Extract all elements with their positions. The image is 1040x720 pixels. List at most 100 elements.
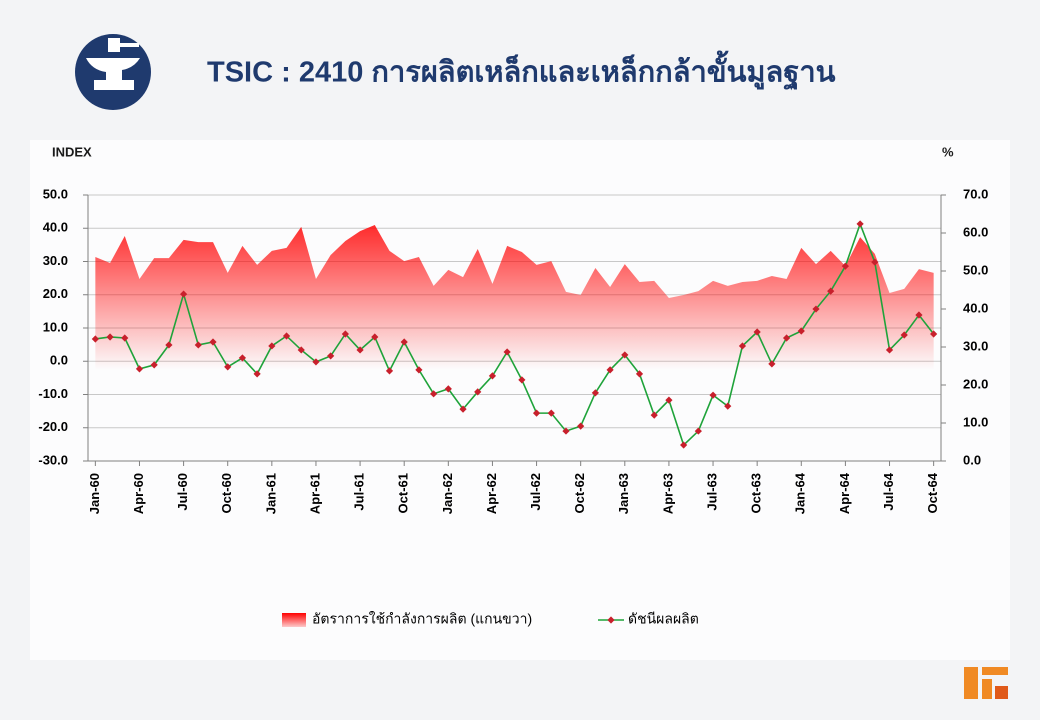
point [591, 389, 599, 397]
x-tick-label: Apr-63 [660, 473, 675, 514]
point [297, 346, 305, 354]
y-tick-label: 40.0 [43, 220, 68, 235]
point [900, 331, 908, 339]
y-tick-label: -10.0 [38, 386, 68, 401]
x-tick-label: Oct-62 [572, 473, 587, 513]
y2-tick-label: 10.0 [963, 414, 988, 429]
point [812, 305, 820, 313]
point [459, 405, 467, 413]
y2-tick-label: 0.0 [963, 452, 981, 467]
y-tick-label: 30.0 [43, 253, 68, 268]
point [768, 360, 776, 368]
point [150, 361, 158, 369]
point [680, 441, 688, 449]
y-tick-label: 10.0 [43, 319, 68, 334]
point [694, 427, 702, 435]
point [650, 411, 658, 419]
point [797, 327, 805, 335]
y2-tick-label: 60.0 [963, 224, 988, 239]
x-tick-label: Apr-60 [131, 473, 146, 514]
point [135, 365, 144, 373]
point [665, 396, 673, 404]
point [827, 287, 835, 295]
point [577, 422, 585, 430]
point [312, 358, 320, 366]
x-tick-label: Jan-64 [793, 472, 808, 514]
x-tick-label: Jul-64 [881, 472, 896, 510]
point [415, 366, 423, 374]
point [503, 348, 511, 356]
legend-swatch [282, 613, 306, 627]
point [856, 220, 864, 228]
x-tick-label: Apr-64 [837, 472, 852, 514]
point [724, 402, 732, 410]
point [871, 258, 879, 266]
footer-logo [964, 667, 1008, 699]
chart-title: TSIC : 2410 การผลิตเหล็กและเหล็กกล้าขั้น… [207, 50, 836, 91]
point [165, 341, 173, 349]
x-tick-label: Jan-60 [87, 473, 102, 514]
x-tick-label: Jul-62 [528, 473, 543, 511]
point [885, 346, 894, 354]
y-axis-title: INDEX [52, 144, 92, 159]
point [621, 351, 629, 359]
logo [75, 34, 151, 110]
point [474, 388, 482, 396]
legend-label: ดัชนีผลผลิต [628, 611, 699, 627]
y-tick-label: -20.0 [38, 419, 68, 434]
legend-label: อัตราการใช้กำลังการผลิต (แกนขวา) [312, 611, 532, 627]
point [606, 366, 614, 374]
x-tick-label: Jan-62 [440, 473, 455, 514]
point [532, 409, 541, 417]
point [179, 290, 188, 298]
point [915, 311, 923, 319]
point [356, 346, 364, 354]
x-tick-label: Oct-64 [925, 472, 940, 513]
point [91, 335, 99, 343]
point [753, 328, 761, 336]
point [518, 376, 526, 384]
point [268, 342, 276, 350]
point [194, 341, 202, 349]
y2-axis-title: % [942, 144, 954, 159]
point [488, 372, 497, 380]
area [95, 225, 934, 461]
x-tick-label: Oct-63 [749, 473, 764, 513]
point [341, 330, 349, 338]
point [709, 391, 717, 399]
point [327, 352, 335, 360]
point [238, 354, 247, 362]
point [444, 385, 452, 393]
point [371, 333, 379, 341]
point [841, 262, 850, 270]
y-tick-label: 0.0 [50, 353, 68, 368]
point [253, 370, 261, 378]
x-tick-label: Oct-60 [219, 473, 234, 513]
point [282, 332, 291, 340]
point [547, 409, 555, 417]
point [385, 367, 394, 375]
point [121, 334, 129, 342]
point [224, 363, 232, 371]
y2-tick-label: 30.0 [963, 338, 988, 353]
point [738, 342, 747, 350]
line [95, 221, 935, 447]
x-tick-label: Jul-60 [175, 473, 190, 511]
y2-tick-label: 40.0 [963, 300, 988, 315]
y2-tick-label: 20.0 [963, 376, 988, 391]
point [209, 338, 217, 346]
x-tick-label: Jan-61 [263, 473, 278, 514]
x-tick-label: Apr-62 [484, 473, 499, 514]
y-tick-label: 50.0 [43, 186, 68, 201]
x-tick-label: Jan-63 [616, 473, 631, 514]
point [782, 334, 791, 342]
x-tick-label: Jul-63 [704, 473, 719, 511]
point [106, 333, 114, 341]
point [430, 390, 438, 398]
y2-tick-label: 50.0 [963, 262, 988, 277]
x-tick-label: Oct-61 [396, 473, 411, 513]
y-tick-label: -30.0 [38, 452, 68, 467]
point [635, 370, 644, 378]
